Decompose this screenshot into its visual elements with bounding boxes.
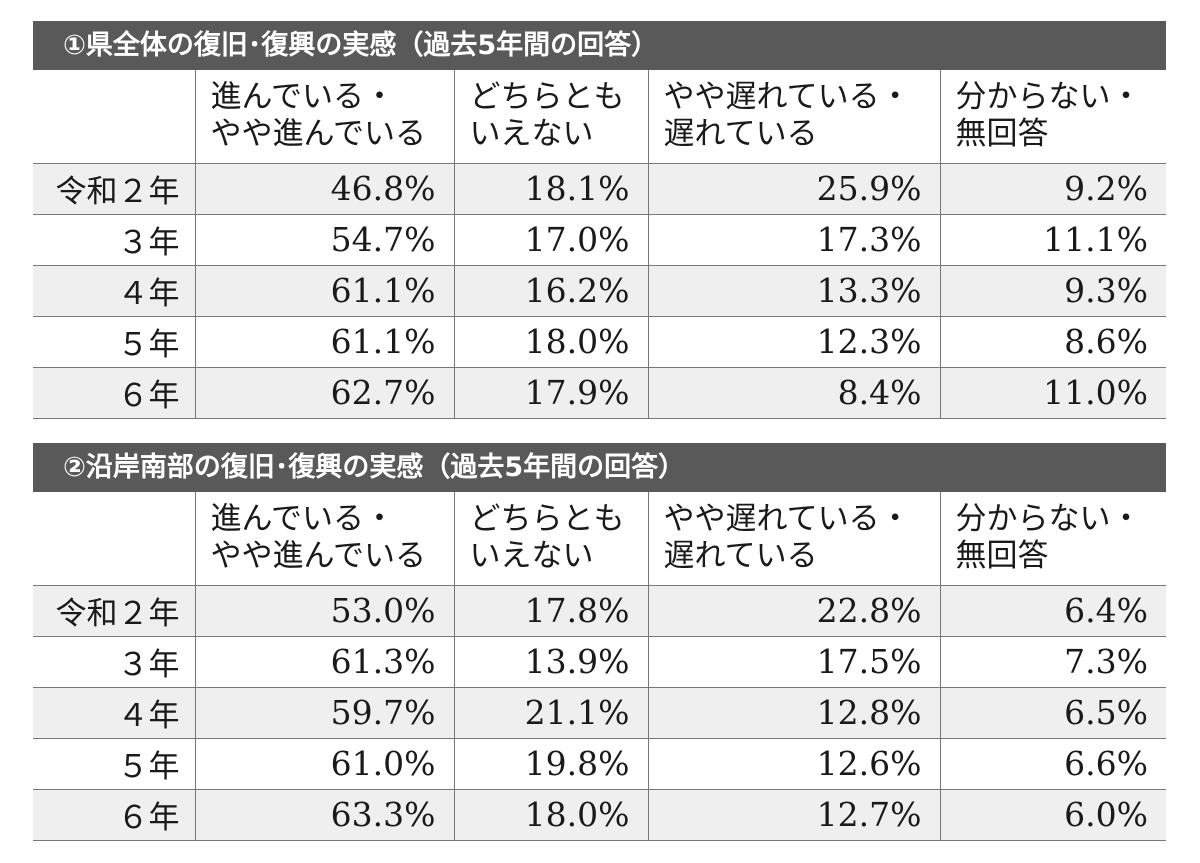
data-cell: 8.4% bbox=[647, 367, 940, 419]
table-section-prefecture: ①県全体の復旧･復興の実感（過去5年間の回答） 進んでいる・ やや進んでいる ど… bbox=[33, 21, 1166, 419]
data-cell: 61.1% bbox=[194, 316, 454, 368]
row-label: 令和２年 bbox=[33, 163, 195, 215]
data-cell: 21.1% bbox=[453, 687, 648, 739]
data-cell: 6.6% bbox=[939, 738, 1166, 790]
data-cell: 54.7% bbox=[194, 214, 454, 266]
data-cell: 46.8% bbox=[194, 163, 454, 215]
header-cell-progressing: 進んでいる・ やや進んでいる bbox=[194, 70, 454, 164]
table-title: ①県全体の復旧･復興の実感（過去5年間の回答） bbox=[33, 21, 1166, 70]
data-cell: 12.6% bbox=[647, 738, 940, 790]
data-cell: 17.0% bbox=[453, 214, 648, 266]
header-cell-delayed: やや遅れている・ 遅れている bbox=[647, 70, 940, 164]
table-row: ４年 61.1% 16.2% 13.3% 9.3% bbox=[33, 265, 1166, 317]
table-title: ②沿岸南部の復旧･復興の実感（過去5年間の回答） bbox=[33, 443, 1166, 492]
data-cell: 22.8% bbox=[647, 585, 940, 637]
row-label: ４年 bbox=[33, 687, 195, 739]
data-cell: 8.6% bbox=[939, 316, 1166, 368]
data-cell: 9.2% bbox=[939, 163, 1166, 215]
data-cell: 6.5% bbox=[939, 687, 1166, 739]
row-label: ３年 bbox=[33, 636, 195, 688]
table-row: ６年 62.7% 17.9% 8.4% 11.0% bbox=[33, 367, 1166, 419]
row-label: ４年 bbox=[33, 265, 195, 317]
row-label: ５年 bbox=[33, 316, 195, 368]
table-row: ５年 61.1% 18.0% 12.3% 8.6% bbox=[33, 316, 1166, 368]
table-row: ６年 63.3% 18.0% 12.7% 6.0% bbox=[33, 789, 1166, 841]
data-cell: 59.7% bbox=[194, 687, 454, 739]
data-table: 進んでいる・ やや進んでいる どちらとも いえない やや遅れている・ 遅れている… bbox=[33, 492, 1166, 841]
data-table: 進んでいる・ やや進んでいる どちらとも いえない やや遅れている・ 遅れている… bbox=[33, 70, 1166, 419]
data-cell: 18.0% bbox=[453, 789, 648, 841]
header-cell-empty bbox=[33, 70, 195, 164]
data-cell: 17.3% bbox=[647, 214, 940, 266]
data-cell: 63.3% bbox=[194, 789, 454, 841]
data-cell: 62.7% bbox=[194, 367, 454, 419]
data-cell: 12.3% bbox=[647, 316, 940, 368]
data-cell: 6.4% bbox=[939, 585, 1166, 637]
data-cell: 9.3% bbox=[939, 265, 1166, 317]
data-cell: 13.3% bbox=[647, 265, 940, 317]
row-label: ５年 bbox=[33, 738, 195, 790]
header-cell-unknown: 分からない・ 無回答 bbox=[939, 492, 1166, 586]
row-label: ６年 bbox=[33, 789, 195, 841]
data-cell: 7.3% bbox=[939, 636, 1166, 688]
data-cell: 6.0% bbox=[939, 789, 1166, 841]
row-label: ３年 bbox=[33, 214, 195, 266]
header-cell-neutral: どちらとも いえない bbox=[453, 70, 648, 164]
data-cell: 19.8% bbox=[453, 738, 648, 790]
data-cell: 12.8% bbox=[647, 687, 940, 739]
data-cell: 17.9% bbox=[453, 367, 648, 419]
header-cell-unknown: 分からない・ 無回答 bbox=[939, 70, 1166, 164]
table-row: ５年 61.0% 19.8% 12.6% 6.6% bbox=[33, 738, 1166, 790]
table-row: ３年 61.3% 13.9% 17.5% 7.3% bbox=[33, 636, 1166, 688]
data-cell: 11.1% bbox=[939, 214, 1166, 266]
data-cell: 18.1% bbox=[453, 163, 648, 215]
data-cell: 13.9% bbox=[453, 636, 648, 688]
data-cell: 16.2% bbox=[453, 265, 648, 317]
data-cell: 25.9% bbox=[647, 163, 940, 215]
table-row: ３年 54.7% 17.0% 17.3% 11.1% bbox=[33, 214, 1166, 266]
header-cell-empty bbox=[33, 492, 195, 586]
data-cell: 17.5% bbox=[647, 636, 940, 688]
table-row: 令和２年 53.0% 17.8% 22.8% 6.4% bbox=[33, 585, 1166, 637]
row-label: ６年 bbox=[33, 367, 195, 419]
table-row: ４年 59.7% 21.1% 12.8% 6.5% bbox=[33, 687, 1166, 739]
data-cell: 11.0% bbox=[939, 367, 1166, 419]
header-cell-delayed: やや遅れている・ 遅れている bbox=[647, 492, 940, 586]
data-cell: 53.0% bbox=[194, 585, 454, 637]
header-row: 進んでいる・ やや進んでいる どちらとも いえない やや遅れている・ 遅れている… bbox=[33, 492, 1166, 586]
data-cell: 61.0% bbox=[194, 738, 454, 790]
data-cell: 12.7% bbox=[647, 789, 940, 841]
table-section-south-coast: ②沿岸南部の復旧･復興の実感（過去5年間の回答） 進んでいる・ やや進んでいる … bbox=[33, 443, 1166, 841]
data-cell: 17.8% bbox=[453, 585, 648, 637]
data-cell: 18.0% bbox=[453, 316, 648, 368]
row-label: 令和２年 bbox=[33, 585, 195, 637]
header-cell-neutral: どちらとも いえない bbox=[453, 492, 648, 586]
header-cell-progressing: 進んでいる・ やや進んでいる bbox=[194, 492, 454, 586]
header-row: 進んでいる・ やや進んでいる どちらとも いえない やや遅れている・ 遅れている… bbox=[33, 70, 1166, 164]
table-row: 令和２年 46.8% 18.1% 25.9% 9.2% bbox=[33, 163, 1166, 215]
data-cell: 61.1% bbox=[194, 265, 454, 317]
data-cell: 61.3% bbox=[194, 636, 454, 688]
